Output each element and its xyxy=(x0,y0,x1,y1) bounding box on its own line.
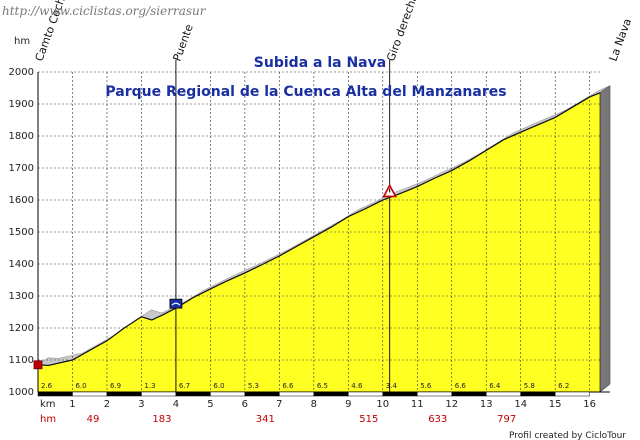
x-tick-label: 10 xyxy=(376,399,389,410)
km-segment xyxy=(279,391,315,397)
x-tick-label: 3 xyxy=(138,399,144,410)
x-tick-label: 12 xyxy=(445,399,458,410)
cumulative-hm-label: 633 xyxy=(428,414,447,425)
km-segment xyxy=(175,391,211,397)
chart-title: Subida a la Nava xyxy=(254,55,386,71)
y-tick-label: 1800 xyxy=(9,131,34,142)
x-tick-label: 5 xyxy=(207,399,213,410)
x-tick-label: 8 xyxy=(311,399,317,410)
km-segment xyxy=(313,391,349,397)
chart-subtitle: Parque Regional de la Cuenca Alta del Ma… xyxy=(105,84,506,100)
gradient-label: 5.8 xyxy=(524,382,535,390)
x-tick-label: 11 xyxy=(411,399,424,410)
x-tick-label: 15 xyxy=(549,399,562,410)
waypoint-label: Puente xyxy=(171,22,196,63)
y-tick-label: 1000 xyxy=(9,387,34,398)
x-tick-label: 7 xyxy=(276,399,282,410)
gradient-label: 4.6 xyxy=(351,382,363,390)
km-segment xyxy=(348,391,384,397)
y-tick-label: 1300 xyxy=(9,291,34,302)
gradient-label: 6.6 xyxy=(455,382,467,390)
km-segment xyxy=(72,391,108,397)
gradient-label: 6.4 xyxy=(489,382,501,390)
terrain-side-face xyxy=(599,85,611,393)
gradient-label: 6.5 xyxy=(317,382,328,390)
gradient-label: 2.6 xyxy=(41,382,53,390)
gradient-label: 6.0 xyxy=(75,382,86,390)
y-tick-label: 2000 xyxy=(9,67,34,78)
gradient-label: 5.3 xyxy=(248,382,259,390)
cumulative-hm-label: 49 xyxy=(87,414,100,425)
y-tick-label: 1400 xyxy=(9,259,34,270)
km-segment xyxy=(141,391,177,397)
gradient-label: 6.2 xyxy=(558,382,569,390)
km-segment xyxy=(244,391,280,397)
x-tick-label: 16 xyxy=(583,399,596,410)
credit-text: Profil created by CicloTour xyxy=(509,431,626,440)
x-tick-label: 9 xyxy=(345,399,351,410)
cumulative-hm-label: 183 xyxy=(152,414,171,425)
gradient-label: 6.7 xyxy=(179,382,190,390)
x-tick-label: 4 xyxy=(173,399,179,410)
profile-area xyxy=(37,92,601,393)
y-tick-label: 1900 xyxy=(9,99,34,110)
x-tick-label: 1 xyxy=(69,399,75,410)
km-segment xyxy=(417,391,452,397)
y-axis-label: hm xyxy=(14,36,30,47)
km-segment xyxy=(520,391,556,397)
gradient-label: 1.3 xyxy=(144,382,155,390)
km-segment xyxy=(106,391,142,397)
cumulative-hm-label: 797 xyxy=(497,414,516,425)
gradient-label: 5.6 xyxy=(420,382,432,390)
y-tick-label: 1700 xyxy=(9,163,34,174)
km-segment xyxy=(485,391,521,397)
y-tick-label: 1500 xyxy=(9,227,34,238)
y-tick-label: 1200 xyxy=(9,323,34,334)
x-tick-label: 6 xyxy=(242,399,248,410)
cumulative-hm-label: 341 xyxy=(256,414,275,425)
x-tick-label: 14 xyxy=(514,399,527,410)
gradient-label: 6.6 xyxy=(282,382,294,390)
km-segment xyxy=(451,391,487,397)
bridge-icon-arch xyxy=(171,302,181,306)
gradient-label: 6.9 xyxy=(110,382,121,390)
x-axis-label: km xyxy=(40,399,56,410)
cumulative-hm-label: 515 xyxy=(359,414,378,425)
km-segment xyxy=(382,391,418,397)
km-segment xyxy=(554,391,590,397)
x-tick-label: 2 xyxy=(104,399,110,410)
waypoint-label: La Nava xyxy=(607,17,634,63)
y-tick-label: 1100 xyxy=(9,355,34,366)
waypoint-label: Giro derecha xyxy=(384,0,420,63)
gradient-label: 6.0 xyxy=(213,382,224,390)
hm-row-label: hm xyxy=(40,414,56,425)
gradient-label: 3.4 xyxy=(386,382,398,390)
km-segment xyxy=(37,391,73,397)
x-tick-label: 13 xyxy=(480,399,493,410)
km-segment xyxy=(210,391,246,397)
source-url: http://www.ciclistas.org/sierrasur xyxy=(2,4,207,18)
y-tick-label: 1600 xyxy=(9,195,34,206)
start-marker-icon xyxy=(33,360,43,370)
